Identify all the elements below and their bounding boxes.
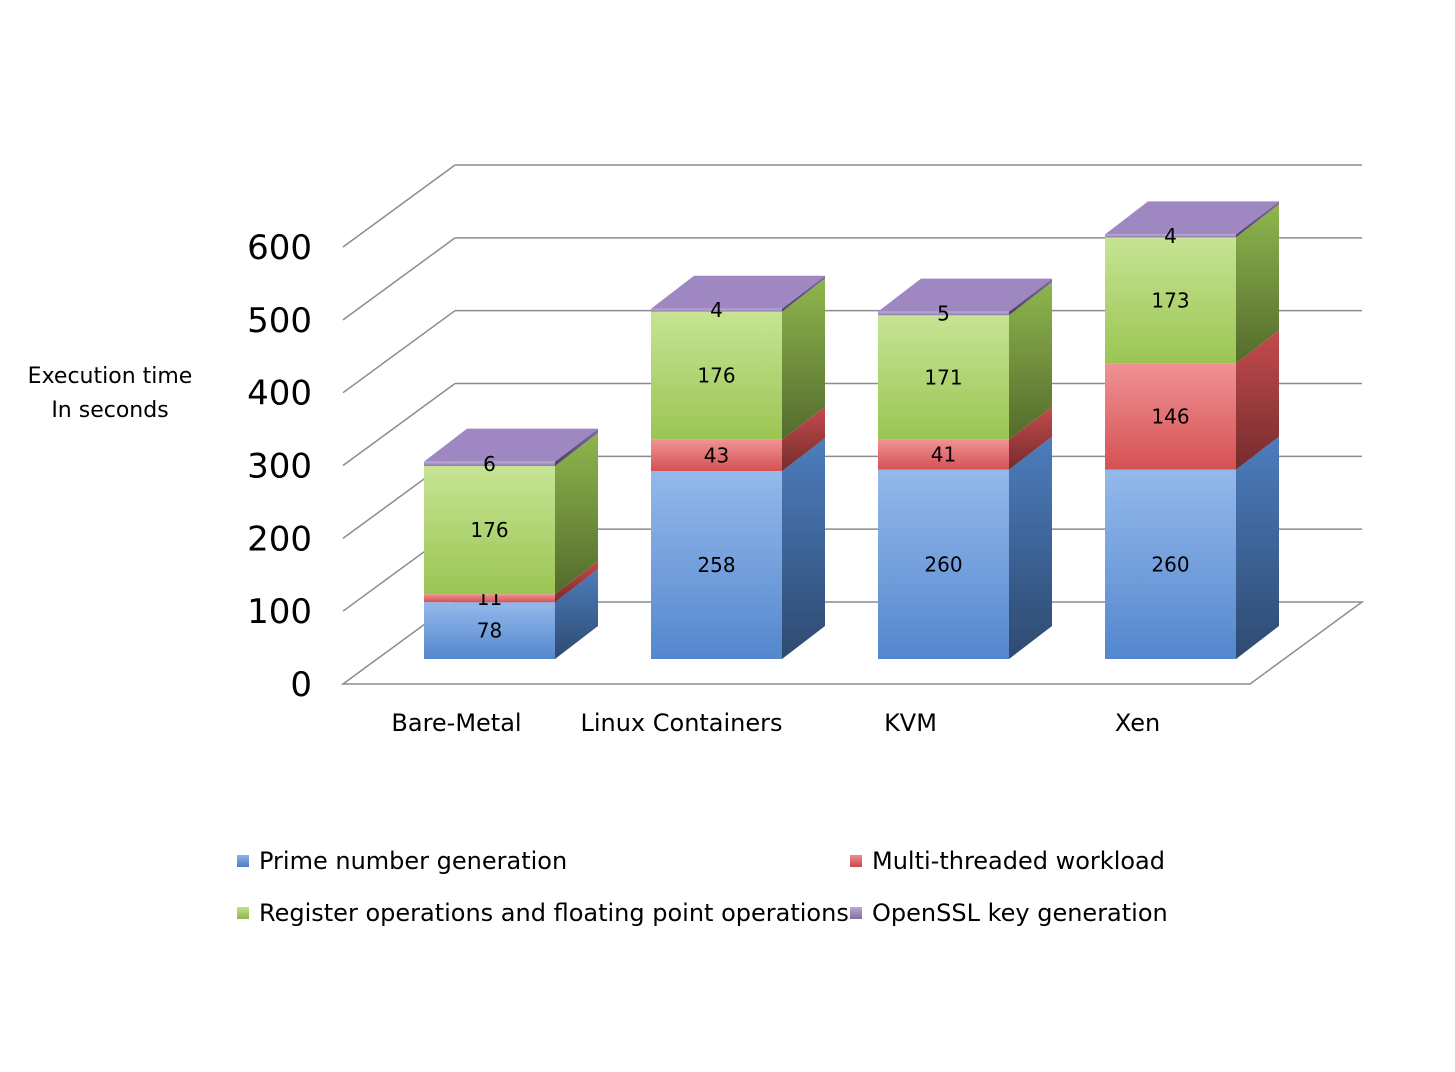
bar-stack-linux-containers: 258 43 176 4: [651, 275, 825, 659]
data-label: 6: [483, 452, 496, 476]
data-label: 41: [931, 443, 956, 467]
data-label: 146: [1151, 404, 1189, 428]
bar-side-segment: [782, 438, 825, 659]
y-tick-label: 300: [247, 447, 312, 487]
x-axis-ticks: Bare-Metal Linux Containers KVM Xen: [391, 709, 1160, 737]
y-axis-title-line-1: Execution time: [27, 364, 193, 389]
bar-segment: [651, 311, 782, 440]
y-tick-label: 400: [247, 374, 312, 414]
bar-segment: [424, 466, 555, 595]
data-label: 258: [697, 553, 735, 577]
bar-side-segment: [782, 406, 825, 472]
bar-side-segment: [1236, 436, 1279, 659]
bar-side-segment: [1236, 204, 1279, 364]
grid-line-diagonal: [342, 382, 456, 467]
bar-side-segment: [1009, 436, 1052, 659]
bar-segment: [878, 439, 1009, 470]
bar-segment: [424, 461, 555, 467]
x-tick-label: Linux Containers: [580, 709, 782, 737]
x-tick-label: Xen: [1115, 709, 1160, 737]
data-label: 173: [1151, 288, 1189, 312]
bar-side-segment: [1009, 282, 1052, 440]
bar-segment: [1105, 469, 1236, 659]
data-label: 4: [710, 298, 723, 322]
bar-top-face: [1105, 201, 1279, 235]
y-tick-label: 500: [247, 301, 312, 341]
data-label: 260: [1151, 552, 1189, 576]
grid-line-diagonal: [342, 310, 456, 394]
chart-floor: [340, 601, 1365, 685]
data-label: 5: [937, 301, 950, 325]
bar-side-segment: [555, 433, 598, 595]
bar-segment: [878, 315, 1009, 440]
bar-segment: [878, 311, 1009, 316]
bar-side-segment: [555, 428, 598, 467]
bar-side-segment: [1236, 201, 1279, 238]
bar-side-segment: [1009, 278, 1052, 316]
bar-segment: [651, 439, 782, 472]
bar-segment: [651, 308, 782, 312]
bar-top-face: [424, 428, 598, 462]
bar-top-face: [878, 278, 1052, 312]
bar-segment: [651, 471, 782, 659]
data-label: 78: [477, 619, 502, 643]
grid-line-diagonal: [342, 164, 456, 248]
bar-side-segment: [555, 561, 598, 603]
bar-segment: [1105, 237, 1236, 364]
data-label: 43: [704, 443, 729, 467]
data-label: 176: [470, 518, 508, 542]
data-label: 4: [1164, 224, 1177, 248]
bar-segment: [1105, 234, 1236, 238]
x-tick-label: KVM: [884, 709, 937, 737]
y-tick-label: 600: [247, 228, 312, 268]
y-axis-title-line-2: In seconds: [51, 398, 169, 423]
bar-segment: [878, 469, 1009, 659]
y-tick-label: 0: [290, 665, 312, 705]
y-axis-ticks: 0 100 200 300 400 500 600: [247, 228, 312, 705]
bar-segment: [424, 602, 555, 659]
bar-segment: [424, 594, 555, 603]
bar-side-segment: [555, 569, 598, 659]
x-tick-label: Bare-Metal: [391, 709, 521, 737]
bar-stack-xen: 260 146 173 4: [1105, 201, 1279, 659]
bar-side-segment: [782, 278, 825, 440]
bar-side-segment: [782, 275, 825, 312]
bar-stack-kvm: 260 41 171 5: [878, 278, 1052, 659]
bar-side-segment: [1009, 406, 1052, 470]
data-label: 176: [697, 364, 735, 388]
data-label: 260: [924, 552, 962, 576]
data-label: 171: [924, 366, 962, 390]
bar-side-segment: [1236, 330, 1279, 470]
y-tick-label: 200: [247, 519, 312, 559]
bar-segment: [1105, 363, 1236, 470]
grid-line-diagonal: [342, 237, 456, 321]
y-tick-label: 100: [247, 592, 312, 632]
y-axis-title: Execution time In seconds: [0, 360, 220, 428]
bar-top-face: [651, 275, 825, 309]
